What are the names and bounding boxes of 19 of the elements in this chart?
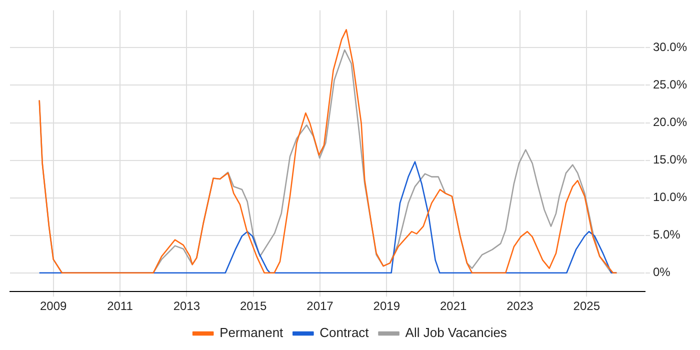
x-tick-label: 2025 bbox=[573, 299, 600, 314]
x-tick-label: 2015 bbox=[240, 299, 267, 314]
y-tick-label: 30.0% bbox=[652, 40, 688, 54]
legend-label: Permanent bbox=[220, 325, 284, 340]
x-tick-label: 2013 bbox=[173, 299, 200, 314]
y-tick-label: 20.0% bbox=[652, 115, 688, 130]
y-tick-label: 10.0% bbox=[652, 190, 688, 204]
y-tick-label: 25.0% bbox=[652, 78, 688, 92]
x-tick-label: 2011 bbox=[107, 299, 134, 314]
x-tick-label: 2023 bbox=[506, 299, 534, 314]
legend-label: Contract bbox=[320, 325, 370, 340]
x-tick-label: 2021 bbox=[440, 299, 467, 314]
x-tick-label: 2009 bbox=[40, 299, 67, 314]
x-tick-label: 2017 bbox=[306, 299, 334, 314]
legend-label: All Job Vacancies bbox=[405, 325, 508, 340]
y-tick-label: 5.0% bbox=[652, 228, 681, 242]
x-tick-label: 2019 bbox=[373, 299, 400, 314]
y-tick-label: 0% bbox=[652, 265, 671, 280]
y-tick-label: 15.0% bbox=[652, 152, 688, 167]
